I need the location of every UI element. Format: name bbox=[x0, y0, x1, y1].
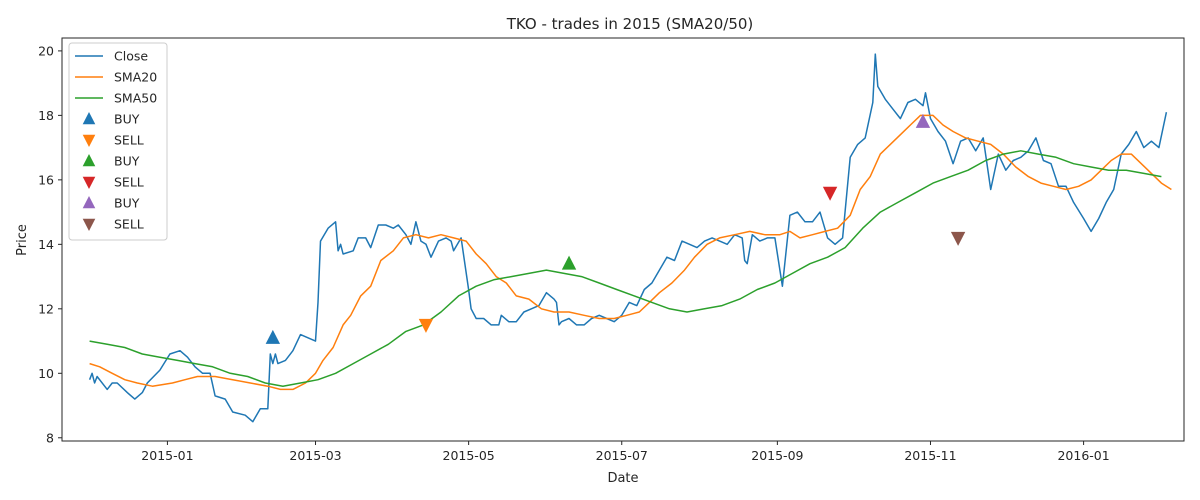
x-tick-label: 2015-03 bbox=[289, 448, 341, 463]
legend-swatch-sell bbox=[82, 176, 96, 189]
legend-label-close: Close bbox=[114, 49, 148, 64]
series-line-sma50 bbox=[89, 150, 1162, 387]
y-tick-label: 8 bbox=[46, 430, 54, 445]
x-tick-label: 2015-01 bbox=[141, 448, 193, 463]
trade-marker-buy-3 bbox=[561, 255, 577, 270]
x-tick-label: 2015-11 bbox=[904, 448, 956, 463]
y-tick-label: 12 bbox=[38, 301, 54, 316]
legend-swatch-sell bbox=[82, 134, 96, 147]
x-tick-label: 2015-09 bbox=[751, 448, 803, 463]
y-axis-label: Price bbox=[15, 224, 30, 256]
legend-label-buy: BUY bbox=[114, 196, 140, 211]
plot-lines bbox=[88, 53, 1172, 423]
trade-marker-sell-6 bbox=[950, 231, 966, 246]
legend-swatch-buy bbox=[82, 196, 96, 209]
legend-label-sell: SELL bbox=[114, 217, 144, 232]
legend-swatch-sell bbox=[82, 218, 96, 231]
x-tick-label: 2016-01 bbox=[1057, 448, 1109, 463]
x-axis-label: Date bbox=[607, 471, 638, 486]
legend-label-sell: SELL bbox=[114, 133, 144, 148]
chart-title: TKO - trades in 2015 (SMA20/50) bbox=[506, 15, 754, 33]
trade-marker-buy-1 bbox=[265, 329, 281, 344]
plot-area-frame bbox=[61, 37, 1185, 442]
legend-label-sma50: SMA50 bbox=[114, 91, 157, 106]
legend-box bbox=[68, 42, 168, 241]
legend-swatch-buy bbox=[82, 154, 96, 167]
legend: Close SMA20 SMA50 BUY SELL BUY SELL BUY SELL bbox=[68, 42, 168, 241]
legend-swatch-buy bbox=[82, 112, 96, 125]
y-tick-label: 16 bbox=[38, 172, 54, 187]
y-tick-label: 18 bbox=[38, 108, 54, 123]
trade-marker-sell-4 bbox=[822, 186, 838, 201]
trade-marker-buy-5 bbox=[915, 113, 931, 128]
x-tick-label: 2015-05 bbox=[443, 448, 495, 463]
x-axis-ticks: 2015-01 2015-03 2015-05 2015-07 2015-09 2015-… bbox=[141, 441, 1110, 463]
legend-label-sell: SELL bbox=[114, 175, 144, 190]
x-tick-label: 2015-07 bbox=[596, 448, 648, 463]
y-axis-ticks: 8 10 12 14 16 18 20 bbox=[38, 43, 62, 445]
series-line-close bbox=[88, 53, 1168, 423]
legend-label-buy: BUY bbox=[114, 154, 140, 169]
y-tick-label: 14 bbox=[38, 237, 54, 252]
plot-markers bbox=[265, 113, 966, 344]
legend-label-sma20: SMA20 bbox=[114, 70, 157, 85]
legend-label-buy: BUY bbox=[114, 112, 140, 127]
trade-marker-sell-2 bbox=[418, 318, 434, 333]
y-tick-label: 20 bbox=[38, 43, 54, 58]
y-tick-label: 10 bbox=[38, 366, 54, 381]
